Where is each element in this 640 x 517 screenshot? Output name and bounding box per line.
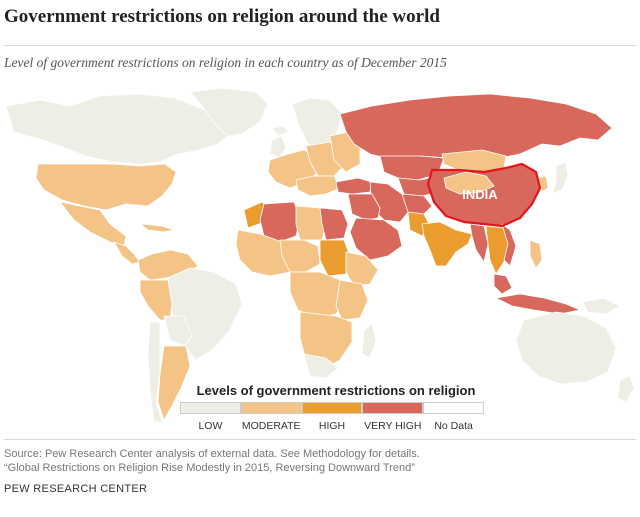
chart-title: Government restrictions on religion arou… (4, 6, 440, 27)
legend-swatch-very-high (362, 402, 424, 414)
region-madagascar (361, 323, 377, 359)
region-tibet (443, 171, 495, 195)
region-usa (35, 163, 177, 211)
region-horn-of-africa (345, 251, 379, 287)
region-russia (339, 93, 613, 161)
world-map: INDIA (5, 87, 635, 423)
region-uk (269, 135, 287, 159)
source-line-2: “Global Restrictions on Religion Rise Mo… (4, 462, 415, 474)
source-line-1: Source: Pew Research Center analysis of … (4, 448, 420, 460)
region-levant-iraq (347, 193, 381, 221)
legend-label-low: LOW (198, 420, 223, 432)
title-divider (4, 45, 636, 46)
region-australia (515, 311, 617, 385)
legend-swatch-low (180, 402, 241, 414)
region-philippines (529, 239, 543, 269)
legend-label-no-data: No Data (434, 420, 473, 432)
region-malaysia (493, 273, 513, 295)
source-note: Source: Pew Research Center analysis of … (4, 447, 420, 475)
region-egypt (319, 207, 349, 241)
legend-label-high: HIGH (318, 420, 346, 432)
region-south-asia (421, 221, 473, 267)
region-caribbean (139, 223, 175, 233)
region-japan (551, 161, 569, 195)
legend-swatch-moderate (240, 402, 302, 414)
region-canada-alaska (5, 93, 233, 165)
region-papua-new-guinea (581, 297, 621, 315)
india-highlight-outline (426, 162, 542, 228)
region-afghanistan (401, 193, 433, 215)
legend-label-moderate: MODERATE (241, 420, 301, 432)
region-italy-balkans (295, 175, 341, 197)
region-west-africa (235, 229, 293, 277)
region-central-america (113, 241, 141, 265)
india-label: INDIA (462, 187, 498, 202)
region-argentina (157, 345, 191, 421)
region-mexico (59, 201, 127, 247)
region-algeria (259, 201, 301, 243)
region-kazakhstan (379, 155, 445, 181)
region-greenland (189, 87, 269, 137)
region-arabia (349, 217, 403, 261)
region-turkey (335, 177, 373, 195)
chart-subtitle: Level of government restrictions on reli… (4, 55, 447, 70)
region-iceland (271, 125, 289, 137)
region-new-zealand (617, 375, 635, 403)
region-myanmar (469, 223, 489, 263)
legend-labels: LOW MODERATE HIGH VERY HIGH No Data (180, 420, 484, 432)
region-chile (147, 321, 163, 423)
legend-swatch-no-data (423, 402, 484, 414)
region-vietnam (501, 223, 517, 267)
legend-color-bar (180, 402, 484, 414)
legend-swatch-high (301, 402, 363, 414)
region-sudan (319, 239, 351, 277)
legend-title: Levels of government restrictions on rel… (196, 383, 476, 398)
source-divider (4, 439, 636, 440)
legend-label-very-high: VERY HIGH (364, 420, 422, 432)
region-sahel (279, 239, 321, 273)
region-east-africa (335, 279, 369, 321)
brand-name: PEW RESEARCH CENTER (4, 483, 148, 495)
region-indonesia (495, 293, 581, 315)
region-south-africa (303, 353, 339, 379)
region-peru (139, 279, 173, 321)
region-bolivia-paraguay (163, 315, 193, 347)
region-central-africa (289, 271, 347, 319)
